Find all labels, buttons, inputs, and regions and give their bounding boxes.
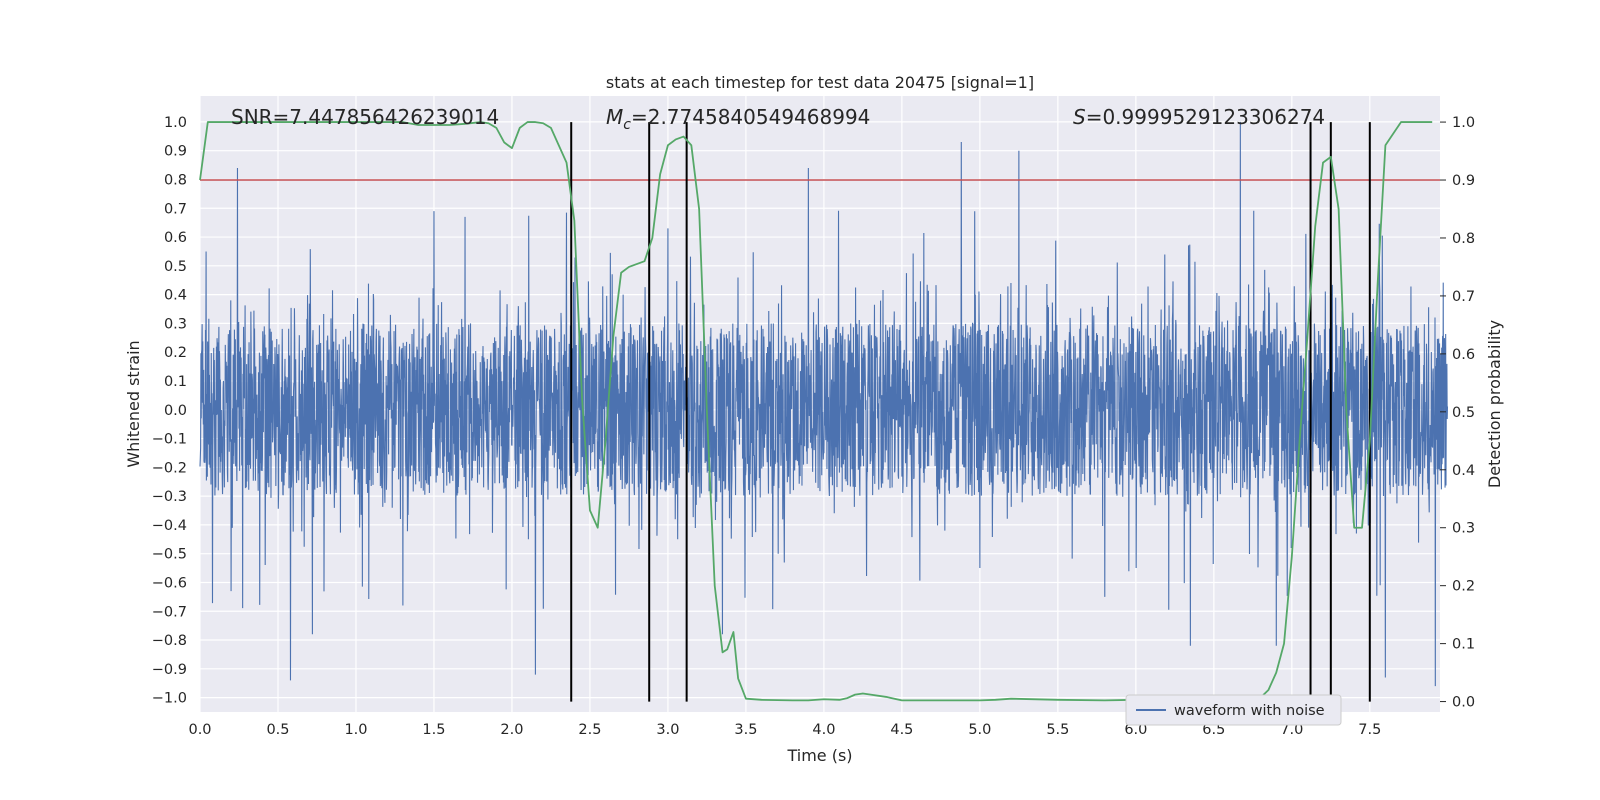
x-tick-label: 3.5 xyxy=(734,722,757,738)
y2-axis-label: Detection probability xyxy=(1485,320,1504,488)
x-tick-label: 1.0 xyxy=(344,722,367,738)
x-tick-label: 5.5 xyxy=(1046,722,1069,738)
mc-annotation: Mc=2.7745840549468994 xyxy=(606,105,870,133)
y-tick-label: 0.4 xyxy=(164,288,187,304)
y2-tick-label: 0.4 xyxy=(1452,463,1475,479)
y-tick-label: −0.9 xyxy=(152,662,187,678)
x-tick-label: 2.0 xyxy=(500,722,523,738)
y-tick-label: 0.0 xyxy=(164,403,187,419)
x-tick-label: 6.0 xyxy=(1124,722,1147,738)
legend-box xyxy=(1125,694,1342,726)
y-tick-label: −0.5 xyxy=(152,547,187,563)
x-tick-label: 0.0 xyxy=(188,722,211,738)
y-tick-label: −0.6 xyxy=(152,575,187,591)
y-tick-label: 0.3 xyxy=(164,316,187,332)
x-tick-label: 6.5 xyxy=(1202,722,1225,738)
x-axis-label: Time (s) xyxy=(786,746,852,765)
y-tick-label: 0.5 xyxy=(164,259,187,275)
x-tick-label: 4.0 xyxy=(812,722,835,738)
s-value: =0.9999529123306274 xyxy=(1086,105,1325,129)
y2-tick-label: 0.1 xyxy=(1452,637,1475,653)
x-tick-label: 2.5 xyxy=(578,722,601,738)
y-ticks: −1.0 −0.9 −0.8 −0.7 −0.6 −0.5 −0.4 −0.3 −0.2 −0.1… xyxy=(152,115,187,707)
y-tick-label: 0.7 xyxy=(164,201,187,217)
y2-tick-label: 0.2 xyxy=(1452,579,1475,595)
y2-tick-label: 0.7 xyxy=(1452,289,1475,305)
s-annotation: S=0.9999529123306274 xyxy=(1073,105,1325,129)
y-tick-label: 1.0 xyxy=(164,115,187,131)
y-tick-label: 0.9 xyxy=(164,144,187,160)
y-tick-label: −0.7 xyxy=(152,604,187,620)
chart-title: stats at each timestep for test data 204… xyxy=(606,73,1034,92)
y2-tick-label: 0.5 xyxy=(1452,405,1475,421)
legend: waveform with noise xyxy=(1125,694,1342,726)
y-tick-label: −0.2 xyxy=(152,460,187,476)
y-tick-label: −0.4 xyxy=(152,518,187,534)
y2-tick-label: 0.0 xyxy=(1452,695,1475,711)
x-tick-label: 0.5 xyxy=(266,722,289,738)
y-tick-label: 0.1 xyxy=(164,374,187,390)
y2-tick-label: 1.0 xyxy=(1452,115,1475,131)
y2-tick-label: 0.9 xyxy=(1452,173,1475,189)
x-tick-label: 7.5 xyxy=(1358,722,1381,738)
probability-series xyxy=(199,121,1433,702)
y-tick-label: −0.1 xyxy=(152,432,187,448)
y-axis-label: Whitened strain xyxy=(124,340,143,467)
x-tick-label: 3.0 xyxy=(656,722,679,738)
s-symbol: S xyxy=(1073,105,1086,129)
y2-tick-label: 0.6 xyxy=(1452,347,1475,363)
waveform-series xyxy=(199,121,1449,687)
x-tick-label: 4.5 xyxy=(890,722,913,738)
y-tick-label: 0.6 xyxy=(164,230,187,246)
y-tick-label: −1.0 xyxy=(152,691,187,707)
overlay-lines xyxy=(200,122,1440,702)
x-tick-label: 7.0 xyxy=(1280,722,1303,738)
mc-subscript: c xyxy=(623,117,631,133)
mc-symbol: M xyxy=(606,105,623,129)
mc-value: =2.7745840549468994 xyxy=(631,105,870,129)
waveform-line xyxy=(199,121,1449,687)
x-ticks: 0.0 0.5 1.0 1.5 2.0 2.5 3.0 3.5 4.0 4.5 5.0 5.5 6.0 6… xyxy=(188,722,1381,738)
y-tick-label: 0.8 xyxy=(164,172,187,188)
x-tick-label: 5.0 xyxy=(968,722,991,738)
probability-line xyxy=(199,121,1433,702)
y2-tick-label: 0.8 xyxy=(1452,231,1475,247)
legend-label: waveform with noise xyxy=(1174,703,1325,719)
snr-annotation: SNR=7.447856426239014 xyxy=(231,105,499,129)
x-tick-label: 1.5 xyxy=(422,722,445,738)
y2-ticks: 0.0 0.1 0.2 0.3 0.4 0.5 0.6 0.7 0.8 0.9 1.0 xyxy=(1440,115,1475,711)
y2-tick-label: 0.3 xyxy=(1452,521,1475,537)
y-tick-label: −0.8 xyxy=(152,633,187,649)
y-tick-label: −0.3 xyxy=(152,489,187,505)
y-tick-label: 0.2 xyxy=(164,345,187,361)
